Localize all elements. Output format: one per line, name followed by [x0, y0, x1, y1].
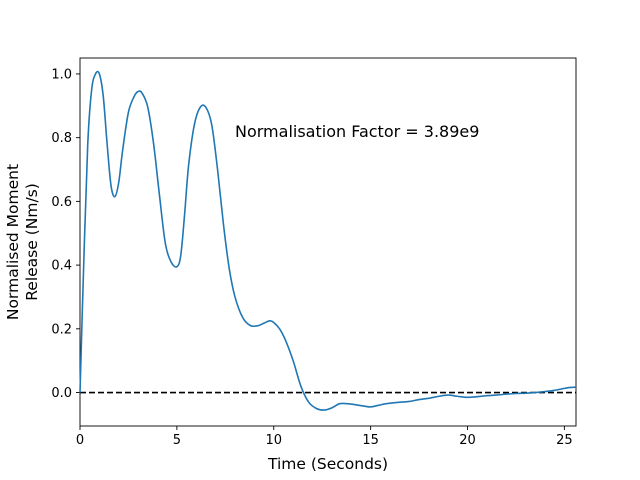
x-tick-label: 10	[265, 433, 282, 448]
x-axis-label: Time (Seconds)	[267, 455, 388, 473]
y-tick-label: 1.0	[51, 67, 72, 82]
x-tick-label: 20	[459, 433, 476, 448]
y-tick-label: 0.2	[51, 322, 72, 337]
y-tick-label: 0.0	[51, 386, 72, 401]
y-tick-label: 0.8	[51, 131, 72, 146]
series-group	[79, 70, 577, 411]
x-tick-label: 25	[556, 433, 573, 448]
y-tick-label: 0.6	[51, 195, 72, 210]
x-tick-label: 5	[173, 433, 181, 448]
x-tick-label: 0	[76, 433, 84, 448]
y-axis-label: Normalised Moment Release (Nm/s)	[4, 164, 41, 320]
y-axis-label-line-1: Normalised Moment	[4, 164, 22, 320]
axes	[79, 57, 577, 427]
ticks: 0 5 10 15 20 25 0.0 0.2 0.4 0.6 0.8 1.0	[51, 67, 572, 448]
plot-frame	[79, 57, 577, 427]
series-line-1	[79, 70, 577, 411]
y-tick-label: 0.4	[51, 259, 72, 274]
x-tick-label: 15	[362, 433, 379, 448]
annotation-text: Normalisation Factor = 3.89e9	[235, 122, 479, 141]
y-axis-label-line-2: Release (Nm/s)	[23, 183, 41, 301]
